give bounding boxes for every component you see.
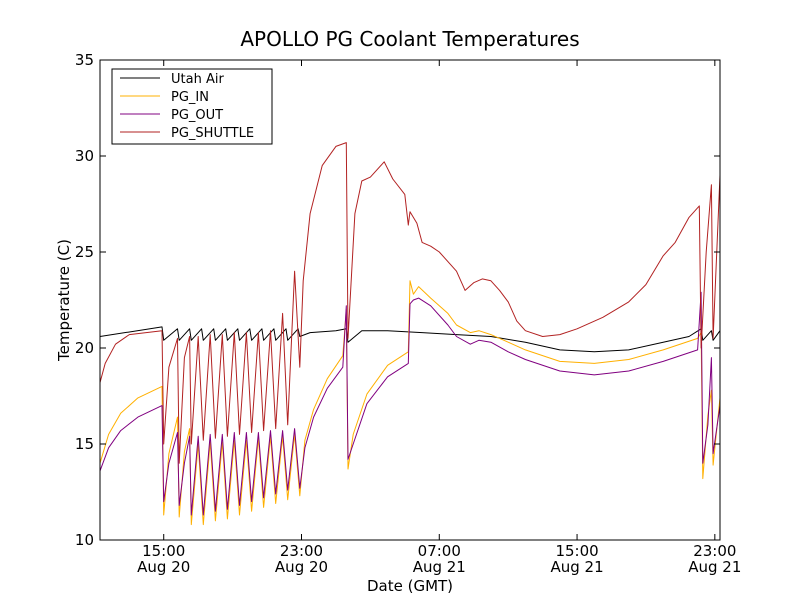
legend-label-pg-shuttle: PG_SHUTTLE [171, 126, 254, 141]
series-line-pg-out [99, 291, 721, 516]
x-tick-label-date-2: Aug 21 [413, 558, 466, 576]
chart-title: APOLLO PG Coolant Temperatures [240, 27, 579, 51]
y-tick-label-35: 35 [75, 51, 94, 69]
x-tick-label-time-2: 07:00 [418, 542, 461, 560]
legend: Utah Air PG_IN PG_OUT PG_SHUTTLE [111, 68, 273, 145]
x-tick-label-time-0: 15:00 [142, 542, 185, 560]
legend-box [111, 68, 273, 145]
y-tick-label-10: 10 [75, 531, 94, 549]
series-line-utah-air [99, 326, 721, 353]
x-tick-label-time-4: 23:00 [693, 542, 736, 560]
legend-label-utah-air: Utah Air [171, 72, 224, 87]
x-tick-label-date-1: Aug 20 [275, 558, 328, 576]
series-layer [99, 142, 721, 526]
y-tick-label-30: 30 [75, 147, 94, 165]
legend-label-pg-in: PG_IN [171, 90, 209, 105]
x-tick-label-date-0: Aug 20 [137, 558, 190, 576]
x-tick-label-time-1: 23:00 [280, 542, 323, 560]
x-axis-label: Date (GMT) [367, 577, 453, 595]
series-line-pg-shuttle [99, 142, 721, 464]
x-tick-label-date-4: Aug 21 [688, 558, 741, 576]
legend-label-pg-out: PG_OUT [171, 108, 223, 123]
y-axis-label: Temperature (C) [55, 239, 73, 362]
y-tick-label-20: 20 [75, 339, 94, 357]
y-tick-label-25: 25 [75, 243, 94, 261]
y-tick-label-15: 15 [75, 435, 94, 453]
x-tick-label-time-3: 15:00 [555, 542, 598, 560]
x-tick-label-date-3: Aug 21 [550, 558, 603, 576]
plot-frame [99, 59, 721, 541]
